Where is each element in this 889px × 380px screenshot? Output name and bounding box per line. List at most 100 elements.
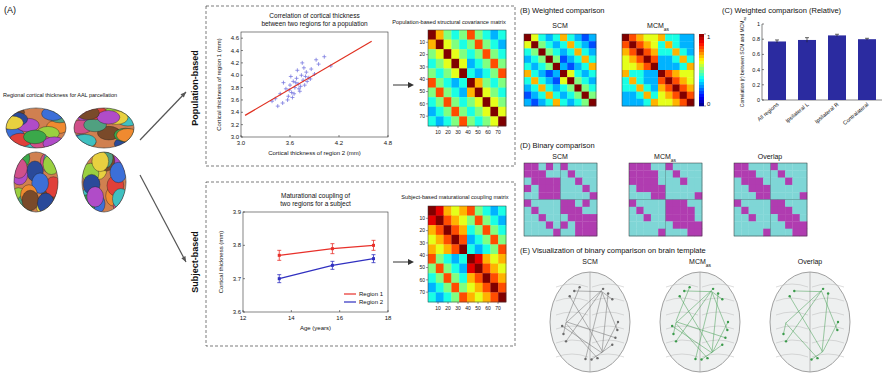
colorbar-segment xyxy=(699,79,704,82)
heatmap-cell xyxy=(475,264,483,274)
heatmap-cell xyxy=(590,163,598,171)
heatmap-cell xyxy=(651,185,659,193)
x-tick-label: 16 xyxy=(336,315,343,321)
heatmap-cell xyxy=(546,207,554,215)
heatmap-cell xyxy=(459,273,467,283)
y-tick-label: 4.6 xyxy=(231,35,240,41)
heatmap-cell xyxy=(665,63,673,71)
heatmap-cell xyxy=(644,34,652,42)
heatmap-cell xyxy=(546,48,554,56)
y-tick xyxy=(426,66,428,67)
line-marker xyxy=(372,257,375,260)
heatmap-cell xyxy=(778,214,786,222)
heatmap-cell xyxy=(687,178,695,186)
y-tick xyxy=(241,75,243,76)
colorbar-segment xyxy=(699,58,704,61)
heatmap-cell xyxy=(673,192,681,200)
y-tick-label: 70 xyxy=(419,289,425,295)
heatmap-cell xyxy=(538,70,546,78)
brain-node xyxy=(675,340,677,342)
brain-parcel xyxy=(110,162,127,182)
error-bar xyxy=(277,250,281,260)
heatmap-cell xyxy=(531,207,539,215)
heatmap-cell xyxy=(665,99,673,107)
heatmap-cell xyxy=(622,70,630,78)
colorbar-segment xyxy=(699,43,704,46)
heatmap-cell xyxy=(567,70,575,78)
y-tick-label: 4.2 xyxy=(231,60,240,66)
heatmap-cell xyxy=(428,49,436,59)
heatmap-cell xyxy=(672,41,680,49)
heatmap-cell xyxy=(475,49,483,59)
heatmap-cell xyxy=(524,178,532,186)
heatmap-cell xyxy=(546,178,554,186)
heatmap-cell xyxy=(483,235,491,245)
heatmap-cell xyxy=(800,221,808,229)
series-line xyxy=(279,245,373,255)
heatmap-cell xyxy=(575,207,583,215)
heatmap-cell xyxy=(582,170,590,178)
heatmap-cell xyxy=(629,48,637,56)
heatmap-cell xyxy=(741,170,749,178)
x-tick-label: 70 xyxy=(495,305,501,311)
heatmap-cell xyxy=(734,178,742,186)
brain-node xyxy=(616,329,618,331)
heatmap-cell xyxy=(589,56,597,64)
heatmap-cell xyxy=(629,77,637,85)
brain-node xyxy=(671,325,673,327)
x-tick xyxy=(478,126,479,128)
heatmap-cell xyxy=(475,40,483,50)
brain-node xyxy=(782,333,784,335)
label-subscript: as xyxy=(743,17,747,21)
heatmap-cell xyxy=(680,99,688,107)
y-tick-label: 3.0 xyxy=(231,134,240,140)
heatmap-cell xyxy=(672,34,680,42)
heatmap-cell xyxy=(490,30,498,40)
heatmap-cell xyxy=(436,225,444,235)
heatmap-cell xyxy=(590,221,598,229)
heatmap-cell xyxy=(666,185,674,193)
heatmap-cell xyxy=(498,78,506,88)
heatmap-cell xyxy=(483,97,491,107)
heatmap-cell xyxy=(644,221,652,229)
heatmap-cell xyxy=(629,163,637,171)
brain-sulcus xyxy=(776,326,808,329)
heatmap-cell xyxy=(538,56,546,64)
heatmap-cell xyxy=(792,170,800,178)
heatmap-cell xyxy=(524,34,532,42)
heatmap-cell xyxy=(490,225,498,235)
colorbar-segment xyxy=(699,100,704,103)
scatter-point xyxy=(298,89,302,93)
brain-edge xyxy=(592,352,603,359)
y-tick-label: 40 xyxy=(419,252,425,258)
heatmap-cell xyxy=(589,92,597,100)
heatmap-cell xyxy=(658,84,666,92)
heatmap-cell xyxy=(483,40,491,50)
line-marker xyxy=(278,277,281,280)
heatmap-cell xyxy=(651,63,659,71)
x-tick xyxy=(488,302,489,304)
heatmap-cell xyxy=(756,221,764,229)
heatmap-cell xyxy=(546,99,554,107)
heatmap-cell xyxy=(539,229,547,237)
heatmap-cell xyxy=(622,41,630,49)
heatmap-cell xyxy=(590,200,598,208)
brain-edge xyxy=(786,289,823,323)
brain-node xyxy=(568,295,570,297)
label-main: SCM xyxy=(552,22,568,29)
brain-edge xyxy=(601,345,612,353)
heatmap-cell xyxy=(498,292,506,302)
heatmap-cell xyxy=(475,235,483,245)
x-tick-label: 4.8 xyxy=(384,140,393,146)
heatmap-cell xyxy=(575,200,583,208)
plot-frame xyxy=(241,32,388,137)
brain-node xyxy=(726,329,728,331)
heatmap-cell xyxy=(651,229,659,237)
heatmap-cell xyxy=(428,97,436,107)
heatmap-frame xyxy=(734,163,807,236)
brain-node xyxy=(611,344,613,346)
colorbar-segment xyxy=(699,91,704,94)
y-axis-label: Cortical thickness (mm) xyxy=(218,231,224,294)
arrow-head xyxy=(408,82,414,88)
x-tick-label: 4.2 xyxy=(335,140,344,146)
